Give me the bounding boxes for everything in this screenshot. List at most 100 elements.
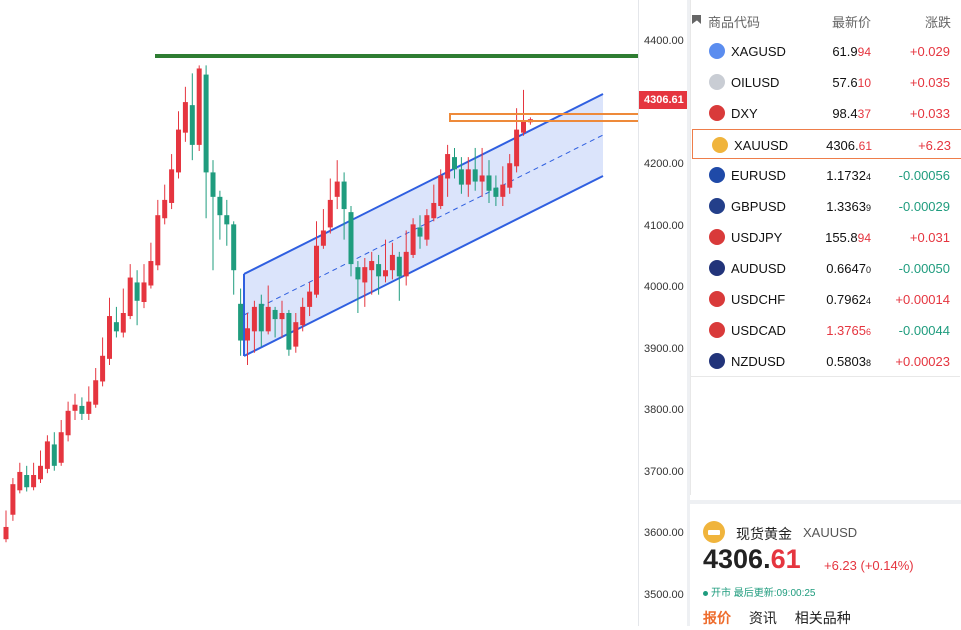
candle-body: [465, 169, 471, 185]
candle-body: [51, 444, 57, 466]
row-price: 1.33639: [826, 199, 871, 214]
watchlist-row[interactable]: GBPUSD 1.33639 -0.00029: [690, 191, 960, 221]
row-price: 0.66470: [826, 261, 871, 276]
candle-body: [410, 224, 416, 255]
candle-body: [327, 199, 333, 228]
candle-body: [314, 245, 319, 295]
header-symbol[interactable]: 商品代码: [708, 15, 761, 30]
candle-body: [100, 355, 106, 382]
price-chart[interactable]: [0, 0, 638, 626]
price-axis[interactable]: 4400.004300.004200.004100.004000.003900.…: [638, 0, 689, 626]
tab-related[interactable]: 相关品种: [794, 610, 851, 626]
candle-body: [155, 215, 161, 266]
candle-body: [445, 154, 451, 179]
row-price-tail: 10: [857, 76, 871, 90]
candle-body: [162, 199, 168, 219]
us-ch-flag-icon: [709, 291, 725, 307]
channel-midline: [243, 134, 604, 316]
row-change: +6.23: [918, 138, 951, 153]
watchlist-row[interactable]: USDJPY 155.894 +0.031: [690, 222, 960, 252]
row-price-small: 0: [865, 265, 871, 275]
watchlist-row[interactable]: OILUSD 57.610 +0.035: [690, 67, 960, 97]
detail-change: +6.23 (+0.14%): [824, 558, 914, 573]
candle-body: [486, 175, 492, 191]
row-price: 57.610: [832, 75, 871, 90]
quote-detail: 现货黄金 XAUUSD 4306.61 +6.23 (+0.14%) 开市 最后…: [690, 500, 961, 630]
row-price: 1.37656: [826, 323, 871, 338]
row-price-tail: 94: [857, 45, 871, 59]
detail-name: 现货黄金: [736, 526, 792, 542]
row-price: 1.17324: [826, 168, 871, 183]
axis-tick-label: 4200.00: [644, 158, 684, 170]
row-price-main: 61.9: [832, 44, 858, 59]
candle-body: [58, 432, 64, 463]
candle-body: [396, 256, 402, 277]
candle-body: [251, 306, 257, 332]
candle-body: [113, 322, 119, 332]
detail-symbol: XAUUSD: [803, 525, 858, 540]
candle-body: [258, 303, 264, 332]
header-price[interactable]: 最新价: [831, 15, 871, 30]
candle-body: [24, 475, 30, 488]
axis-tick-label: 3700.00: [644, 465, 684, 478]
tab-quote[interactable]: 报价: [703, 610, 731, 626]
watchlist-row[interactable]: AUDUSD 0.66470 -0.00050: [690, 253, 960, 283]
row-change: -0.00050: [898, 261, 950, 276]
silver-icon: [709, 43, 725, 59]
candle-body: [141, 282, 147, 302]
header-change[interactable]: 涨跌: [924, 15, 951, 30]
row-price: 0.79624: [826, 292, 871, 307]
candle-body: [182, 102, 188, 133]
row-price-tail: 94: [857, 231, 871, 245]
watchlist-row[interactable]: EURUSD 1.17324 -0.00056: [690, 160, 960, 190]
candle-body: [93, 380, 99, 405]
row-price-main: 1.3765: [826, 323, 866, 338]
uk-flag-icon: [709, 198, 725, 214]
panel-divider[interactable]: [687, 0, 690, 626]
watchlist-row[interactable]: XAGUSD 61.994 +0.029: [690, 36, 960, 66]
candle-body: [417, 227, 423, 237]
row-symbol: GBPUSD: [731, 199, 786, 214]
axis-tick-label: 3900.00: [644, 342, 684, 355]
candlestick-chart[interactable]: [0, 0, 638, 626]
candle-body: [389, 254, 395, 271]
candle-body: [341, 181, 347, 210]
watchlist-row[interactable]: USDCHF 0.79624 +0.00014: [690, 284, 960, 314]
candle-body: [355, 267, 361, 280]
watchlist-row[interactable]: DXY 98.437 +0.033: [690, 98, 960, 128]
row-change: -0.00056: [898, 168, 950, 183]
row-symbol: XAGUSD: [731, 44, 786, 59]
candle-body: [127, 277, 133, 317]
row-price-main: 98.4: [832, 106, 858, 121]
candle-body: [403, 251, 409, 277]
au-flag-icon: [709, 260, 725, 276]
candle-body: [272, 309, 278, 320]
row-price-tail: 61: [858, 139, 872, 153]
candle-body: [383, 270, 388, 277]
candle-body: [217, 196, 223, 216]
watchlist-row[interactable]: NZDUSD 0.58038 +0.00023: [690, 346, 960, 376]
candle-body: [107, 316, 112, 359]
axis-tick-label: 3600.00: [644, 527, 684, 539]
candle-body: [245, 328, 250, 341]
candle-body: [521, 120, 526, 133]
watchlist-row[interactable]: XAUUSD 4306.61 +6.23: [692, 129, 961, 159]
candle-body: [265, 306, 271, 332]
row-price-main: 0.7962: [826, 292, 866, 307]
nz-flag-icon: [709, 353, 725, 369]
candle-body: [376, 264, 382, 277]
candle-body: [452, 157, 457, 170]
row-price-main: 57.6: [832, 75, 858, 90]
detail-tabs: 报价 资讯 相关品种: [703, 608, 865, 628]
candle-body: [86, 401, 92, 414]
us-flag-icon: [709, 105, 725, 121]
row-change: -0.00029: [898, 199, 950, 214]
status-text: 开市 最后更新:09:00:25: [711, 588, 816, 599]
tab-news[interactable]: 资讯: [748, 610, 777, 626]
row-price-main: 0.5803: [826, 354, 866, 369]
candle-body: [293, 322, 299, 347]
candle-body: [210, 172, 216, 197]
axis-tick-label: 3800.00: [644, 404, 684, 416]
watchlist-row[interactable]: USDCAD 1.37656 -0.00044: [690, 315, 960, 345]
row-price-small: 4: [865, 296, 871, 306]
